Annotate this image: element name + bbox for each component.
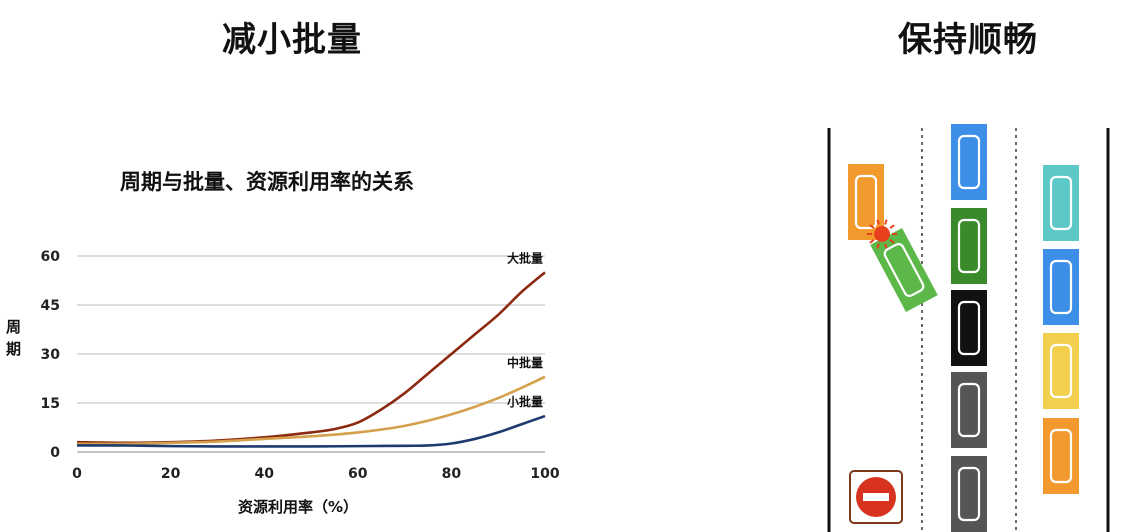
chart-x-axis-label: 资源利用率（%）: [238, 498, 359, 516]
no-entry-sign-icon: [849, 470, 903, 524]
x-tick-label: 60: [348, 466, 368, 482]
car: [1043, 249, 1079, 325]
x-tick-label: 20: [161, 466, 181, 482]
y-tick-label: 60: [41, 249, 61, 265]
y-tick-label: 15: [41, 396, 60, 412]
series-label: 中批量: [507, 355, 543, 370]
car: [951, 456, 987, 532]
car: [951, 124, 987, 200]
chart-grid: [77, 255, 545, 453]
x-tick-label: 80: [442, 466, 462, 482]
merging-car: [870, 227, 938, 313]
collision-burst-icon: [867, 219, 897, 249]
x-tick-label: 100: [530, 466, 559, 482]
series-line: [76, 414, 546, 448]
car: [951, 372, 987, 448]
y-tick-label: 45: [41, 298, 60, 314]
road-cars: [848, 124, 1079, 532]
x-tick-label: 0: [72, 466, 82, 482]
chart-ticks: 0 15 30 45 60 0 20 40 60 80 100: [41, 249, 560, 482]
car: [1043, 333, 1079, 409]
y-tick-label: 30: [41, 347, 61, 363]
car: [951, 290, 987, 366]
car: [1043, 418, 1079, 494]
left-heading: 减小批量: [222, 20, 362, 60]
car: [951, 208, 987, 284]
chart-y-axis-label: 周期: [6, 318, 22, 358]
series-label: 大批量: [507, 250, 543, 265]
chart-title: 周期与批量、资源利用率的关系: [120, 170, 414, 194]
car: [1043, 165, 1079, 241]
x-tick-label: 40: [254, 466, 274, 482]
series-line: [76, 375, 546, 446]
series-label: 小批量: [507, 394, 543, 409]
y-tick-label: 0: [50, 445, 60, 461]
right-heading: 保持顺畅: [898, 20, 1038, 60]
chart-series-group: [76, 271, 546, 448]
